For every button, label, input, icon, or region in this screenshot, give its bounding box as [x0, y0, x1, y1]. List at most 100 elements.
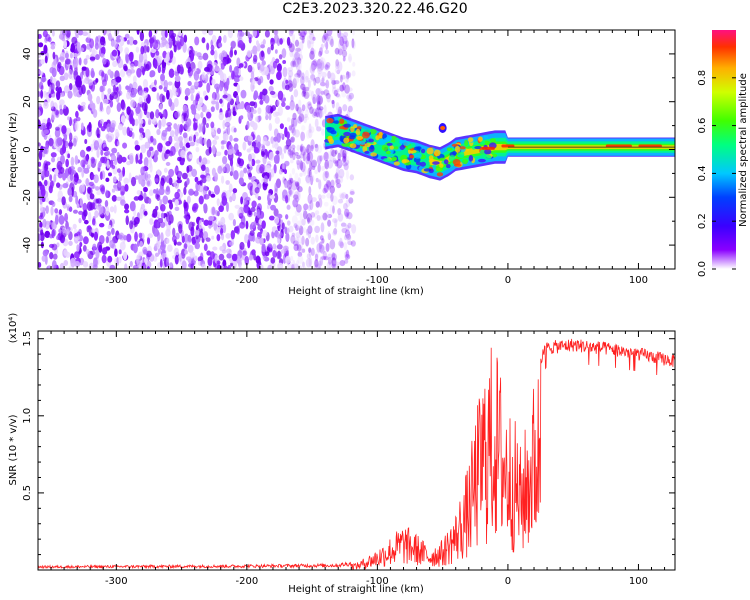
- signal-blob: [445, 164, 451, 169]
- noise-speck: [176, 138, 180, 149]
- noise-speck: [128, 172, 132, 183]
- signal-blob: [410, 142, 416, 148]
- noise-speck: [326, 261, 332, 269]
- noise-speck: [91, 49, 98, 57]
- noise-speck: [281, 101, 286, 108]
- noise-speck: [92, 264, 98, 269]
- noise-speck: [200, 138, 204, 146]
- noise-speck: [166, 122, 173, 127]
- noise-speck: [198, 219, 203, 230]
- noise-speck: [50, 89, 55, 95]
- noise-speck: [302, 210, 308, 220]
- noise-speck: [206, 175, 212, 182]
- noise-speck: [238, 63, 244, 68]
- noise-speck: [71, 186, 74, 197]
- signal-blob: [428, 155, 434, 161]
- noise-speck: [266, 204, 270, 210]
- noise-speck: [236, 225, 240, 235]
- noise-speck: [295, 47, 302, 52]
- noise-speck: [277, 262, 284, 269]
- noise-speck: [323, 42, 328, 47]
- noise-speck: [346, 87, 353, 92]
- noise-speck: [179, 125, 183, 136]
- noise-speck: [107, 108, 111, 114]
- noise-speck: [273, 163, 277, 174]
- noise-speck: [337, 48, 343, 56]
- noise-speck: [346, 212, 353, 220]
- noise-speck: [292, 112, 297, 121]
- noise-speck: [327, 70, 331, 79]
- noise-speck: [347, 240, 353, 246]
- noise-speck: [115, 38, 121, 43]
- noise-speck: [122, 142, 128, 149]
- noise-speck: [206, 111, 212, 119]
- noise-speck: [279, 232, 283, 237]
- noise-speck: [326, 213, 333, 219]
- noise-speck: [327, 253, 333, 259]
- signal-blob: [369, 128, 377, 135]
- noise-speck: [321, 77, 325, 83]
- noise-speck: [342, 104, 348, 112]
- signal-blob: [389, 145, 394, 150]
- noise-speck: [159, 103, 164, 111]
- noise-speck: [111, 188, 116, 193]
- noise-speck: [300, 131, 306, 142]
- noise-speck: [326, 34, 330, 43]
- noise-speck: [58, 209, 63, 215]
- noise-speck: [243, 204, 250, 214]
- noise-speck: [298, 185, 302, 192]
- noise-speck: [287, 149, 294, 157]
- noise-speck: [160, 212, 165, 219]
- noise-speck: [158, 85, 163, 90]
- noise-speck: [92, 243, 97, 251]
- noise-speck: [310, 144, 314, 152]
- x-tick-label: -200: [236, 275, 259, 286]
- noise-speck: [345, 225, 350, 231]
- noise-speck: [311, 62, 316, 72]
- signal-blob: [452, 158, 461, 166]
- noise-speck: [205, 122, 210, 129]
- noise-speck: [309, 174, 315, 183]
- noise-speck: [142, 186, 148, 193]
- noise-speck: [218, 205, 224, 213]
- noise-speck: [206, 138, 212, 149]
- signal-blob: [393, 161, 400, 166]
- noise-speck: [270, 136, 275, 144]
- noise-speck: [62, 182, 69, 189]
- noise-speck: [326, 30, 333, 37]
- colorbar-tick-label: 0.4: [697, 165, 708, 181]
- noise-speck: [301, 72, 305, 80]
- noise-speck: [50, 100, 55, 110]
- noise-speck: [329, 239, 336, 250]
- noise-speck: [286, 260, 292, 269]
- noise-speck: [229, 135, 233, 142]
- noise-speck: [82, 202, 88, 213]
- noise-speck: [336, 69, 341, 75]
- noise-speck: [66, 204, 71, 209]
- noise-speck: [336, 158, 343, 169]
- noise-speck: [335, 167, 340, 176]
- noise-speck: [122, 166, 126, 177]
- noise-speck: [258, 219, 262, 225]
- noise-speck: [268, 151, 275, 161]
- noise-speck: [322, 212, 328, 221]
- noise-speck: [311, 61, 315, 69]
- noise-speck: [134, 175, 139, 180]
- noise-speck: [91, 202, 96, 208]
- noise-speck: [144, 141, 151, 149]
- noise-speck: [38, 150, 43, 161]
- noise-speck: [298, 60, 302, 71]
- noise-speck: [143, 192, 147, 200]
- signal-blob: [436, 172, 444, 177]
- noise-speck: [325, 41, 329, 50]
- noise-speck: [257, 224, 263, 231]
- noise-speck: [199, 230, 204, 239]
- noise-speck: [225, 248, 232, 254]
- noise-speck: [148, 120, 152, 125]
- noise-speck: [156, 92, 160, 101]
- noise-speck: [328, 262, 332, 269]
- noise-speck: [285, 79, 289, 84]
- noise-speck: [301, 86, 307, 94]
- noise-speck: [312, 76, 316, 82]
